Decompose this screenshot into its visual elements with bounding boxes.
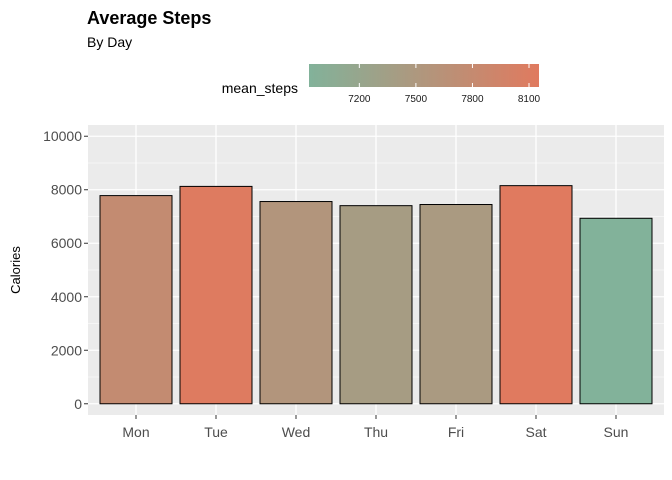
- bar-mon: [99, 195, 173, 405]
- y-tick-label: 0: [74, 396, 82, 412]
- legend-colorbar: [309, 64, 539, 87]
- x-tick-label: Fri: [448, 424, 464, 440]
- chart-subtitle: By Day: [87, 34, 132, 50]
- legend: mean_steps 7200 7500 7800 8100: [222, 64, 541, 105]
- y-tick-label: 8000: [51, 182, 82, 198]
- legend-ticks: 7200 7500 7800 8100: [348, 64, 541, 105]
- x-tick-label: Thu: [364, 424, 388, 440]
- legend-tick-label: 7800: [461, 94, 484, 105]
- bar-wed: [259, 201, 333, 405]
- chart-title: Average Steps: [87, 8, 211, 28]
- legend-tick-label: 8100: [518, 94, 541, 105]
- y-axis-title: Calories: [8, 246, 23, 294]
- x-tick-label: Tue: [204, 424, 228, 440]
- y-tick-label: 10000: [43, 128, 82, 144]
- y-tick-label: 2000: [51, 342, 82, 358]
- x-axis: Mon Tue Wed Thu Fri Sat Sun: [122, 415, 628, 440]
- legend-tick-label: 7200: [348, 94, 371, 105]
- y-axis: 0 2000 4000 6000 8000 10000: [43, 128, 88, 412]
- bar-tue: [179, 185, 253, 405]
- y-tick-label: 6000: [51, 235, 82, 251]
- x-tick-label: Sun: [604, 424, 629, 440]
- bar-sun: [579, 217, 653, 405]
- y-tick-label: 4000: [51, 289, 82, 305]
- bar-thu: [339, 205, 413, 405]
- x-tick-label: Mon: [122, 424, 149, 440]
- bars: [99, 185, 653, 405]
- x-tick-label: Sat: [525, 424, 546, 440]
- bar-fri: [419, 204, 493, 405]
- x-tick-label: Wed: [282, 424, 311, 440]
- bar-sat: [499, 185, 573, 405]
- legend-tick-label: 7500: [405, 94, 428, 105]
- legend-title: mean_steps: [222, 80, 298, 96]
